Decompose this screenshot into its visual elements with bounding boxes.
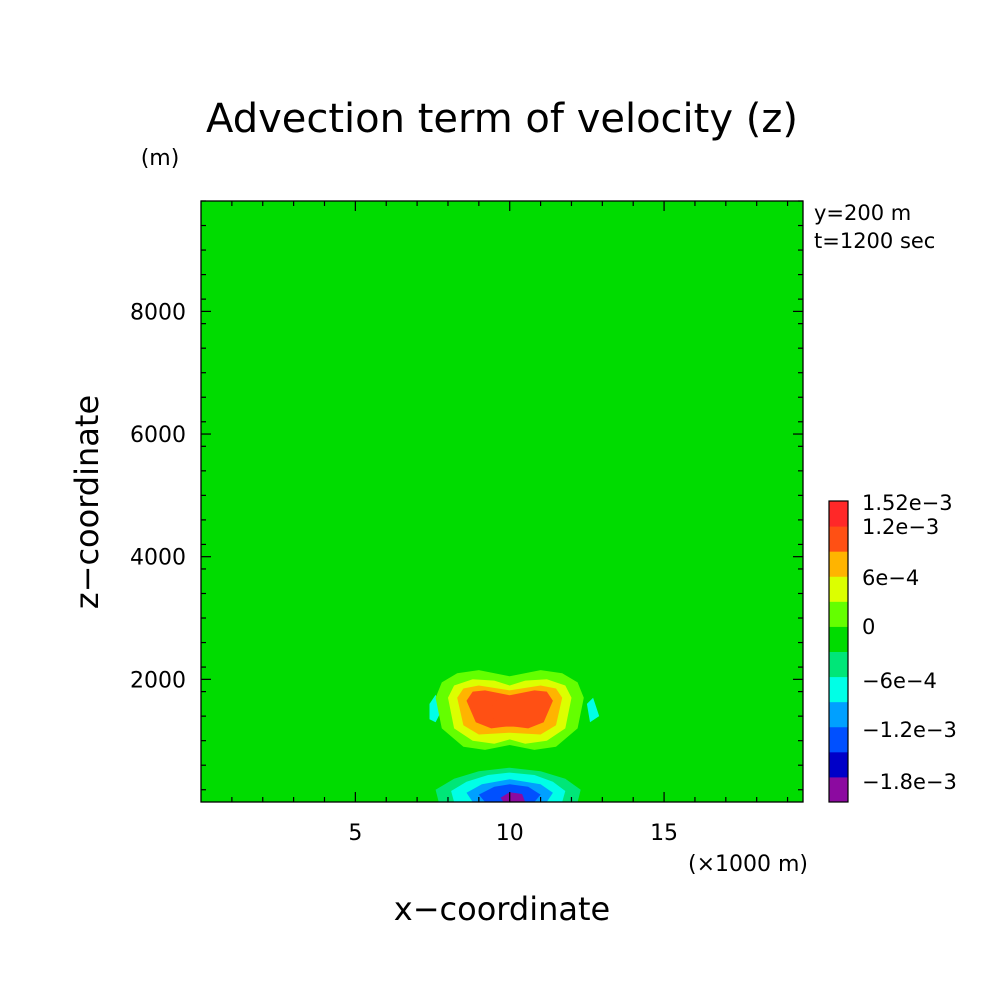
positive-core-region — [491, 699, 529, 727]
lower-right-edge-region — [753, 673, 803, 723]
colorbar-swatch — [829, 651, 848, 678]
colorbar-swatch — [829, 601, 848, 627]
annotation-1: t=1200 sec — [814, 229, 935, 253]
x-tick-label: 10 — [496, 821, 524, 846]
colorbar-label: −1.2e−3 — [862, 718, 957, 742]
colorbar-swatch — [829, 726, 848, 753]
annotation-0: y=200 m — [814, 201, 911, 225]
y-tick-label: 6000 — [130, 423, 186, 448]
lower-left-edge-region — [201, 673, 251, 723]
x-unit-label: (×1000 m) — [688, 852, 808, 877]
colorbar-swatch — [829, 776, 848, 803]
colorbar-swatch — [829, 551, 848, 577]
upper-left-edge-region — [201, 280, 251, 343]
colorbar-swatch — [829, 526, 848, 552]
colorbar-swatch — [829, 576, 848, 602]
colorbar-label: −1.8e−3 — [862, 770, 957, 794]
colorbar-swatch — [829, 501, 848, 527]
y-tick-label: 8000 — [130, 300, 186, 325]
y-tick-label: 4000 — [130, 546, 186, 571]
colorbar-label: 0 — [862, 615, 875, 639]
colorbar-frame — [828, 500, 849, 803]
y-unit-label: (m) — [141, 146, 180, 171]
left-side-negative-region — [429, 694, 442, 723]
axis-ticks — [201, 200, 803, 802]
colorbar-swatch — [829, 676, 848, 703]
x-tick-label: 15 — [650, 821, 678, 846]
x-axis-label: x−coordinate — [394, 890, 610, 928]
lower-band-region — [247, 667, 757, 747]
middle-right-edge-region — [722, 495, 803, 576]
y-axis-label: z−coordinate — [68, 395, 106, 609]
right-side-negative-region — [586, 697, 600, 723]
y-tick-label: 2000 — [130, 668, 186, 693]
colorbar-swatch — [829, 701, 848, 728]
middle-band-region — [296, 495, 717, 618]
colorbar-label: 6e−4 — [862, 566, 919, 590]
chart-title: Advection term of velocity (z) — [206, 96, 798, 142]
colorbar-swatch — [829, 626, 848, 652]
bottom-left-edge-region — [201, 760, 220, 777]
top-cap-region — [485, 648, 535, 664]
colorbar-label: 1.52e−3 — [862, 491, 953, 515]
bottom-right-edge-region — [784, 760, 803, 777]
middle-left-edge-region — [201, 495, 282, 576]
colorbar-label: 1.2e−3 — [862, 515, 939, 539]
negative-minimum-region — [500, 792, 526, 802]
colorbar-label: −6e−4 — [862, 669, 937, 693]
upper-band-region — [306, 283, 714, 434]
plot-frame — [200, 200, 804, 803]
x-tick-label: 5 — [348, 821, 362, 846]
contour-field — [201, 201, 803, 802]
upper-right-edge-region — [753, 280, 803, 343]
colorbar-swatch — [829, 751, 848, 778]
